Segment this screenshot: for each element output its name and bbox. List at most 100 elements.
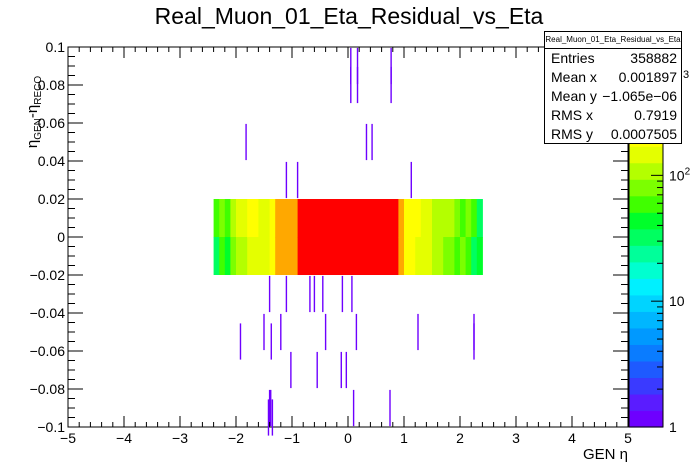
color-scale-segment [629, 162, 663, 180]
outlier-point [309, 275, 311, 313]
color-scale-segment [629, 311, 663, 329]
color-scale-tick-label: 1 [669, 419, 677, 435]
heatmap-cell [247, 237, 259, 275]
heatmap-cell [230, 199, 237, 238]
outlier-point [245, 123, 247, 161]
heatmap-cells [213, 199, 483, 275]
color-scale-segment [629, 228, 663, 246]
heatmap-cell [415, 199, 422, 238]
outlier-point [296, 161, 299, 199]
heatmap-cell [471, 199, 478, 238]
color-scale-segment [629, 261, 663, 279]
outlier-point [270, 323, 272, 360]
heatmap-cell [236, 237, 248, 275]
color-scale-top-label: 3 [683, 69, 689, 81]
outlier-point [417, 313, 419, 351]
outlier-point [285, 275, 288, 313]
heatmap-cell [460, 199, 467, 238]
outlier-point [268, 275, 271, 313]
y-tick-label: 0.1 [46, 39, 66, 55]
heatmap-cell [398, 237, 405, 275]
heatmap-cell [415, 237, 422, 275]
outlier-point [270, 389, 272, 427]
heatmap-cell [404, 199, 416, 238]
y-tick-label: −0.1 [37, 419, 65, 435]
outlier-marks [239, 47, 475, 436]
stats-value: 0.0007505 [610, 126, 677, 142]
outlier-point [268, 389, 271, 427]
stats-label: RMS x [551, 107, 593, 123]
x-tick-label: 5 [624, 430, 632, 446]
stats-value: 0.7919 [634, 107, 677, 123]
x-tick-label: 1 [400, 430, 408, 446]
color-scale-segment [629, 212, 663, 230]
outlier-point [473, 323, 475, 360]
heatmap-cell [476, 237, 483, 275]
outlier-point [356, 66, 359, 104]
stats-value: 358882 [630, 50, 677, 66]
x-tick-label: 4 [568, 430, 576, 446]
heatmap-cell [236, 199, 248, 238]
heatmap-cell [454, 237, 461, 275]
heatmap-cell [398, 199, 405, 238]
heatmap-cell [269, 237, 276, 275]
heatmap-cell [454, 199, 461, 238]
outlier-point [356, 47, 359, 85]
heatmap-cell [247, 199, 259, 238]
heatmap-cell [432, 237, 444, 275]
x-tick-label: −1 [284, 430, 300, 446]
outlier-point [355, 313, 358, 351]
heatmap-cell [258, 199, 271, 238]
color-scale-segment [629, 377, 663, 395]
stats-row-entries: Entries 358882 [545, 49, 681, 68]
heatmap-cell [219, 199, 226, 238]
heatmap-cell [420, 237, 433, 275]
outlier-point [389, 389, 391, 427]
stats-value: 0.001897 [618, 69, 677, 85]
x-tick-label: −5 [60, 430, 76, 446]
y-tick-label: 0.04 [38, 153, 65, 169]
outlier-point [280, 313, 282, 351]
x-tick-label: −2 [228, 430, 244, 446]
heatmap-cell [280, 237, 299, 275]
outlier-point [316, 351, 318, 389]
stats-row-rms-y: RMS y 0.0007505 [545, 125, 681, 144]
y-tick-label: −0.02 [30, 267, 66, 283]
heatmap-cell [213, 199, 220, 238]
color-scale-segment [629, 179, 663, 197]
outlier-point [371, 123, 373, 161]
heatmap-cell [297, 199, 399, 238]
color-scale-segment [629, 146, 663, 164]
heatmap-cell [230, 237, 237, 275]
heatmap-cell [404, 237, 416, 275]
y-tick-label: 0 [57, 229, 65, 245]
stats-row-mean-y: Mean y −1.065e−06 [545, 87, 681, 106]
y-tick-label: 0.02 [38, 191, 65, 207]
outlier-point [271, 399, 274, 436]
x-axis-label: GEN η [583, 446, 628, 463]
axes: −5 −4 −3 −2 −1 0 1 2 3 4 5 −0.1 −0.08 −0.06 −0.04 −0.02… [30, 39, 633, 446]
outlier-point [239, 323, 242, 360]
heatmap-cell [258, 237, 271, 275]
outlier-point [350, 66, 352, 104]
color-scale-segment [629, 294, 663, 312]
heatmap-cell [213, 237, 220, 275]
outlier-point [350, 47, 352, 85]
stats-label: Mean y [551, 88, 597, 104]
stats-label: RMS y [551, 126, 593, 142]
color-scale-segment [629, 278, 663, 296]
heatmap-cell [465, 237, 472, 275]
stats-label: Mean x [551, 69, 597, 85]
heatmap-cell [432, 199, 444, 238]
outlier-point [285, 161, 288, 199]
y-axis-label: ηGEN-ηRECO [24, 76, 44, 148]
stats-row-rms-x: RMS x 0.7919 [545, 106, 681, 125]
outlier-point [263, 313, 265, 351]
x-tick-label: 0 [344, 430, 352, 446]
outlier-point [352, 389, 355, 427]
heatmap-cell [219, 237, 226, 275]
heatmap-cell [443, 199, 455, 238]
y-tick-label: −0.06 [30, 343, 66, 359]
color-scale-segment [629, 410, 663, 428]
color-scale-segment [629, 344, 663, 362]
